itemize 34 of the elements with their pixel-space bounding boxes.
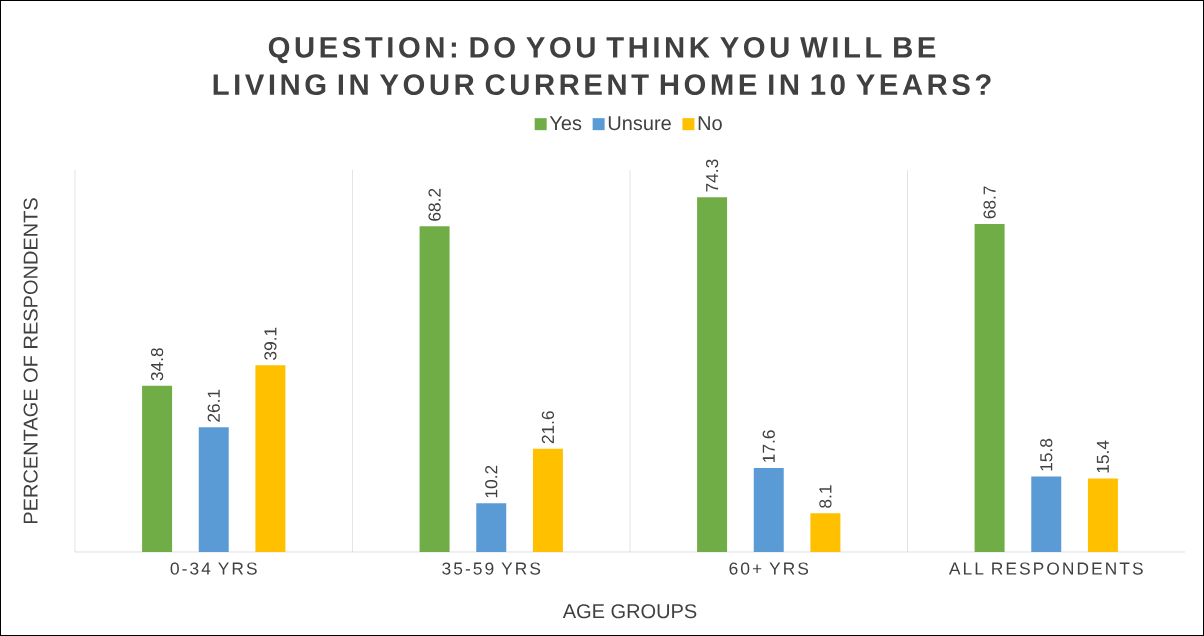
bar [1031, 476, 1062, 552]
legend-label: No [698, 116, 722, 131]
bar [697, 197, 728, 552]
bar [476, 503, 507, 552]
data-label: 15.8 [1040, 438, 1053, 471]
bar [142, 385, 173, 552]
bar [810, 513, 841, 552]
data-label: 68.7 [983, 186, 996, 219]
bar [255, 365, 286, 552]
chart-title: QUESTION: DO YOU THINK YOU WILL BE LIVING IN YOUR CURRENT HOME IN 10 YEARS? [213, 36, 991, 96]
x-tick-label: 35-59 YRS [442, 562, 541, 575]
x-axis-title: AGE GROUPS [562, 604, 697, 619]
data-label: 21.6 [541, 411, 555, 444]
x-tick-label: 0-34 YRS [170, 562, 257, 575]
data-label: 68.2 [428, 188, 441, 221]
y-axis-title: PERCENTAGE OF RESPONDENTS [23, 198, 38, 524]
legend-label: Unsure [608, 116, 671, 131]
data-label: 26.1 [207, 389, 220, 422]
x-tick-label: 60+ YRS [729, 562, 809, 575]
bar [532, 448, 563, 552]
bar [1087, 478, 1118, 552]
data-label: 10.2 [485, 465, 498, 498]
data-label: 74.3 [705, 159, 719, 192]
data-label: 39.1 [264, 327, 277, 360]
bar [753, 467, 784, 552]
data-label: 15.4 [1096, 440, 1109, 473]
data-label: 34.8 [150, 348, 164, 381]
data-label: 8.1 [819, 485, 832, 508]
bar [198, 427, 229, 552]
legend-label: Yes [549, 116, 582, 131]
data-label: 17.6 [762, 430, 775, 462]
bar [419, 226, 450, 552]
x-tick-label: ALL RESPONDENTS [948, 562, 1143, 575]
bar [974, 223, 1005, 552]
